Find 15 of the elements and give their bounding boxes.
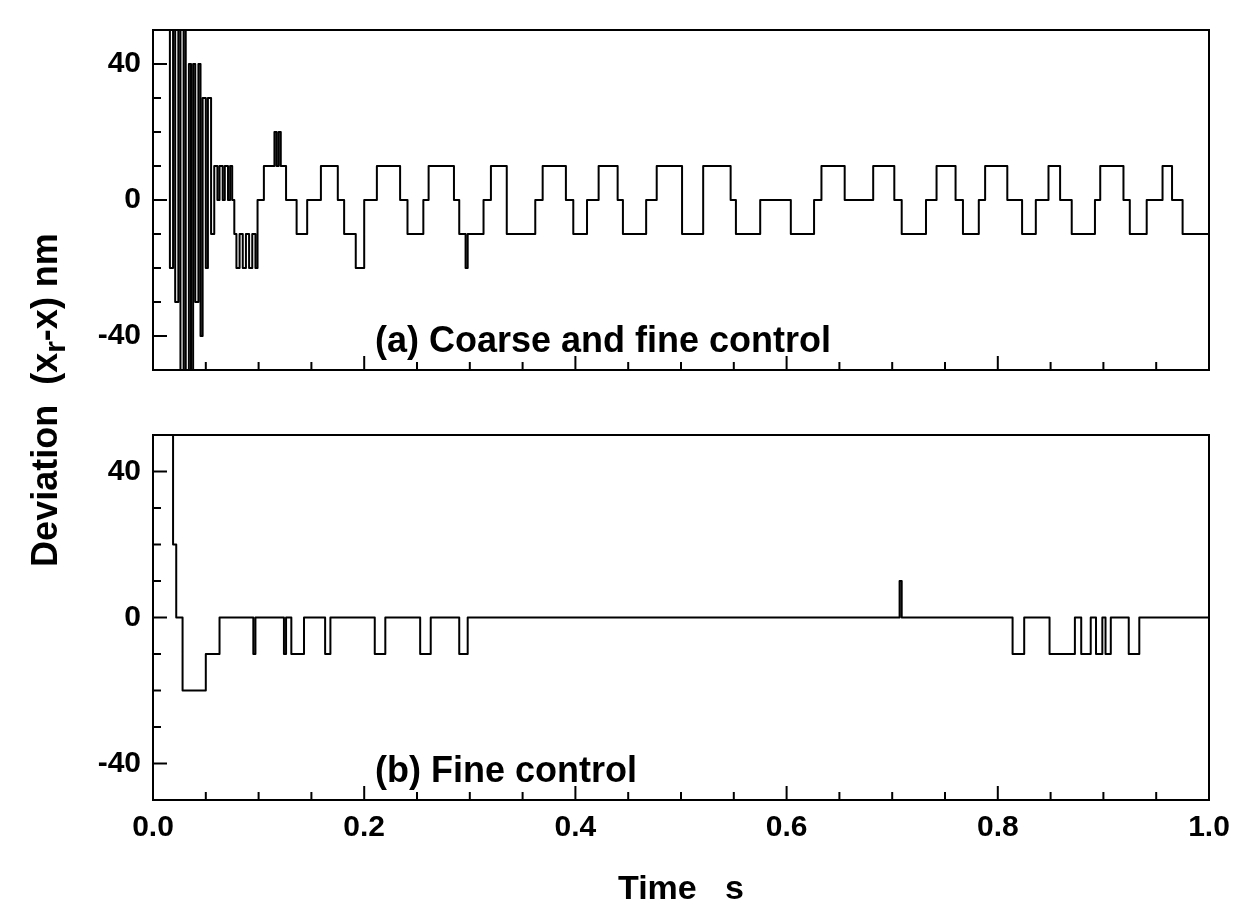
annotation: (a) Coarse and fine control: [375, 319, 832, 360]
y-tick-label: -40: [97, 744, 141, 778]
x-tick-label: 1.0: [1188, 809, 1230, 843]
y-tick-label: 40: [107, 452, 141, 486]
y-tick-label: 0: [124, 598, 141, 632]
x-tick-label: 0.8: [976, 809, 1019, 843]
x-axis-title: Time s: [618, 867, 744, 906]
y-tick-label: 40: [107, 45, 141, 79]
annotation: (b) Fine control: [375, 749, 637, 790]
x-tick-label: 0.0: [132, 809, 174, 843]
y-tick-label: 0: [124, 181, 141, 215]
x-tick-label: 0.6: [765, 809, 808, 843]
x-tick-label: 0.2: [343, 809, 386, 843]
y-tick-label: -40: [97, 317, 141, 351]
x-tick-label: 0.4: [554, 809, 597, 843]
